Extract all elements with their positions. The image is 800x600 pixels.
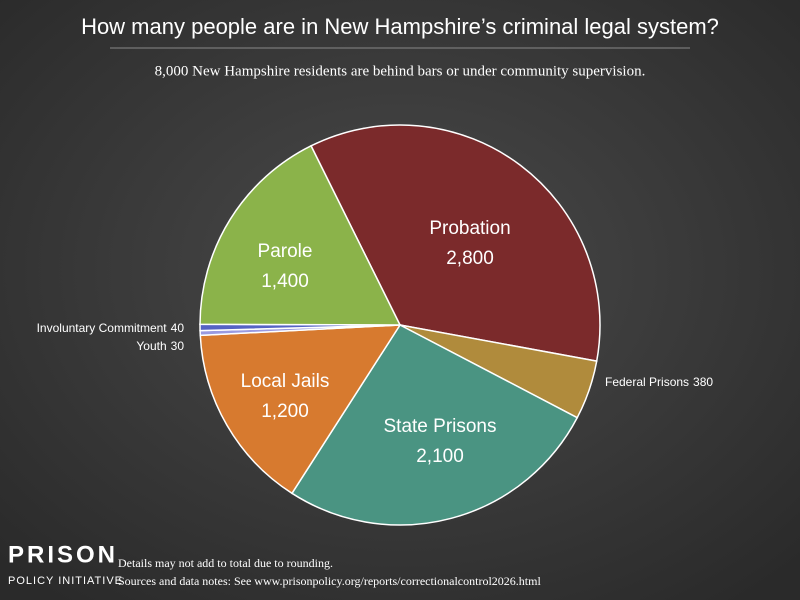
slice-value: 2,800 (446, 248, 494, 269)
pie-slice (199, 144, 402, 326)
logo-line: POLICY INITIATIVE (8, 575, 123, 587)
slice-label: Probation (429, 218, 510, 239)
slice-value: 40 (171, 321, 185, 335)
slice-label: Youth 30 (136, 339, 184, 353)
pie (199, 124, 601, 526)
note: Details may not add to total due to roun… (118, 556, 333, 570)
subtitle: 8,000 New Hampshire residents are behind… (155, 63, 646, 79)
slice-label: State Prisons (384, 416, 497, 437)
slice-value: 2,100 (416, 446, 464, 467)
slice-label: Parole (258, 241, 313, 262)
pie-slice (290, 324, 579, 526)
slice-value: 380 (693, 375, 713, 389)
slice-name: Involuntary Commitment (37, 321, 168, 335)
slice-value: 1,400 (261, 271, 309, 292)
slice-value: 30 (171, 339, 185, 353)
slice-name: Federal Prisons (605, 375, 689, 389)
pie-slice (310, 124, 601, 362)
chart-title: How many people are in New Hampshire’s c… (81, 14, 719, 39)
slice-value: 1,200 (261, 401, 309, 422)
slice-label: Local Jails (241, 371, 330, 392)
slice-name: Youth (136, 339, 166, 353)
logo-line: PRISON (8, 541, 118, 568)
note: Sources and data notes: See www.prisonpo… (118, 574, 541, 588)
pie-slice (199, 324, 402, 495)
slice-label: Federal Prisons 380 (605, 375, 713, 389)
slice-label: Involuntary Commitment 40 (37, 321, 185, 335)
